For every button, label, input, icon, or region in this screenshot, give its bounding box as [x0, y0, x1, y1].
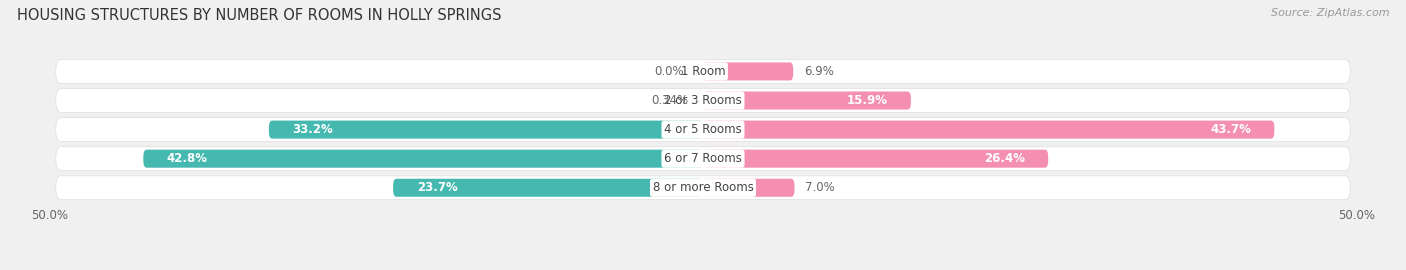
Text: Source: ZipAtlas.com: Source: ZipAtlas.com	[1271, 8, 1389, 18]
FancyBboxPatch shape	[699, 92, 703, 110]
Text: HOUSING STRUCTURES BY NUMBER OF ROOMS IN HOLLY SPRINGS: HOUSING STRUCTURES BY NUMBER OF ROOMS IN…	[17, 8, 502, 23]
Text: 2 or 3 Rooms: 2 or 3 Rooms	[664, 94, 742, 107]
Text: 33.2%: 33.2%	[292, 123, 333, 136]
Text: 4 or 5 Rooms: 4 or 5 Rooms	[664, 123, 742, 136]
Text: 1 Room: 1 Room	[681, 65, 725, 78]
FancyBboxPatch shape	[143, 150, 703, 168]
Text: 0.0%: 0.0%	[654, 65, 683, 78]
Text: 23.7%: 23.7%	[416, 181, 457, 194]
Text: 0.34%: 0.34%	[651, 94, 688, 107]
FancyBboxPatch shape	[703, 150, 1049, 168]
FancyBboxPatch shape	[56, 176, 1350, 200]
FancyBboxPatch shape	[703, 62, 793, 80]
Text: 15.9%: 15.9%	[846, 94, 887, 107]
FancyBboxPatch shape	[56, 89, 1350, 112]
Text: 43.7%: 43.7%	[1211, 123, 1251, 136]
FancyBboxPatch shape	[269, 121, 703, 139]
FancyBboxPatch shape	[394, 179, 703, 197]
Text: 42.8%: 42.8%	[167, 152, 208, 165]
FancyBboxPatch shape	[703, 92, 911, 110]
Text: 6.9%: 6.9%	[804, 65, 834, 78]
FancyBboxPatch shape	[703, 179, 794, 197]
Text: 26.4%: 26.4%	[984, 152, 1025, 165]
FancyBboxPatch shape	[703, 121, 1274, 139]
Text: 7.0%: 7.0%	[806, 181, 835, 194]
Text: 6 or 7 Rooms: 6 or 7 Rooms	[664, 152, 742, 165]
Text: 8 or more Rooms: 8 or more Rooms	[652, 181, 754, 194]
FancyBboxPatch shape	[56, 118, 1350, 141]
FancyBboxPatch shape	[56, 147, 1350, 171]
FancyBboxPatch shape	[56, 59, 1350, 83]
